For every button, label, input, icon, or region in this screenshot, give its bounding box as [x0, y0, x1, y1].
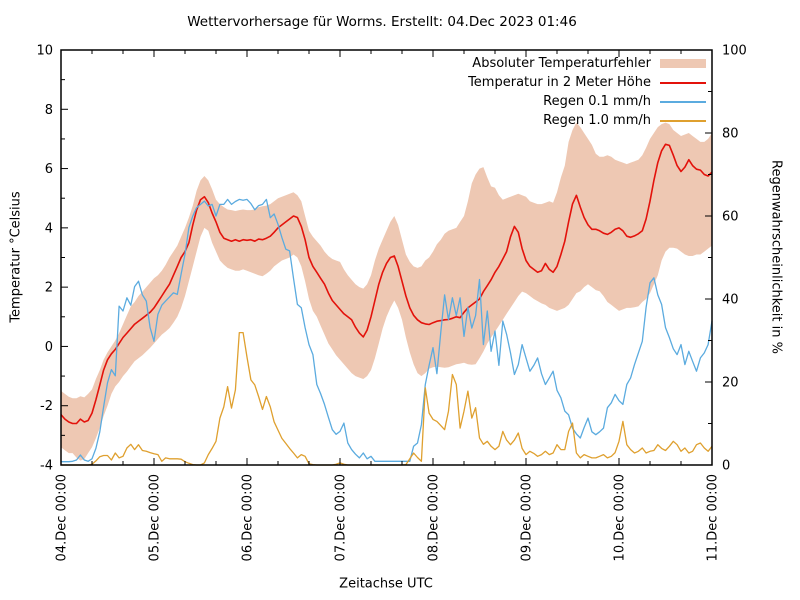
y-left-tick-label: 6 [45, 162, 53, 177]
y-right-tick-label: 40 [722, 293, 739, 308]
y-right-tick-label: 0 [722, 459, 730, 474]
y-right-tick-label: 20 [722, 376, 739, 391]
x-tick-label: 10.Dec 00:00 [613, 474, 628, 561]
y-left-tick-label: 8 [45, 103, 53, 118]
temperature-error-band-swatch [660, 59, 706, 68]
x-tick-label: 11.Dec 00:00 [706, 474, 721, 561]
legend-item-rain-01: Regen 0.1 mm/h [0, 92, 706, 111]
y-axis-label-rain-probability: Regenwahrscheinlichkeit in % [768, 160, 784, 354]
y-left-tick-label: 2 [45, 281, 53, 296]
temperature-error-band [61, 122, 712, 461]
x-axis-label-time: Zeitachse UTC [339, 576, 433, 592]
y-left-tick-label: -2 [40, 399, 53, 414]
x-tick-label: 07.Dec 00:00 [334, 474, 349, 561]
temperature-line-swatch [660, 81, 706, 84]
y-right-tick-label: 80 [722, 127, 739, 142]
rain-01-line-swatch [660, 100, 706, 103]
rain-01-line [61, 198, 713, 463]
legend-label-temperature-error: Absoluter Temperaturfehler [472, 56, 651, 71]
legend: Absoluter Temperaturfehler Temperatur in… [0, 54, 706, 130]
y-left-tick-label: 4 [45, 221, 53, 236]
y-left-tick-label: 0 [45, 340, 53, 355]
y-axis-label-temperature: Temperatur °Celsius [8, 191, 24, 323]
legend-item-temperature: Temperatur in 2 Meter Höhe [0, 73, 706, 92]
y-right-tick-label: 100 [722, 44, 747, 59]
y-left-tick-label: 10 [36, 44, 53, 59]
x-tick-label: 09.Dec 00:00 [520, 474, 535, 561]
legend-item-rain-10: Regen 1.0 mm/h [0, 111, 706, 130]
legend-item-temperature-error: Absoluter Temperaturfehler [0, 54, 706, 73]
y-right-tick-label: 60 [722, 210, 739, 225]
legend-label-rain-01: Regen 0.1 mm/h [543, 94, 651, 109]
x-tick-label: 04.Dec 00:00 [55, 474, 70, 561]
x-tick-label: 05.Dec 00:00 [148, 474, 163, 561]
legend-label-rain-10: Regen 1.0 mm/h [543, 113, 651, 128]
temperature-line [60, 143, 713, 425]
rain-10-line [61, 331, 713, 466]
x-tick-label: 08.Dec 00:00 [427, 474, 442, 561]
rain-10-line-swatch [660, 119, 706, 122]
legend-label-temperature: Temperatur in 2 Meter Höhe [468, 75, 651, 90]
y-left-tick-label: -4 [40, 459, 53, 474]
chart-title: Wettervorhersage für Worms. Erstellt: 04… [187, 14, 577, 30]
x-tick-label: 06.Dec 00:00 [241, 474, 256, 561]
